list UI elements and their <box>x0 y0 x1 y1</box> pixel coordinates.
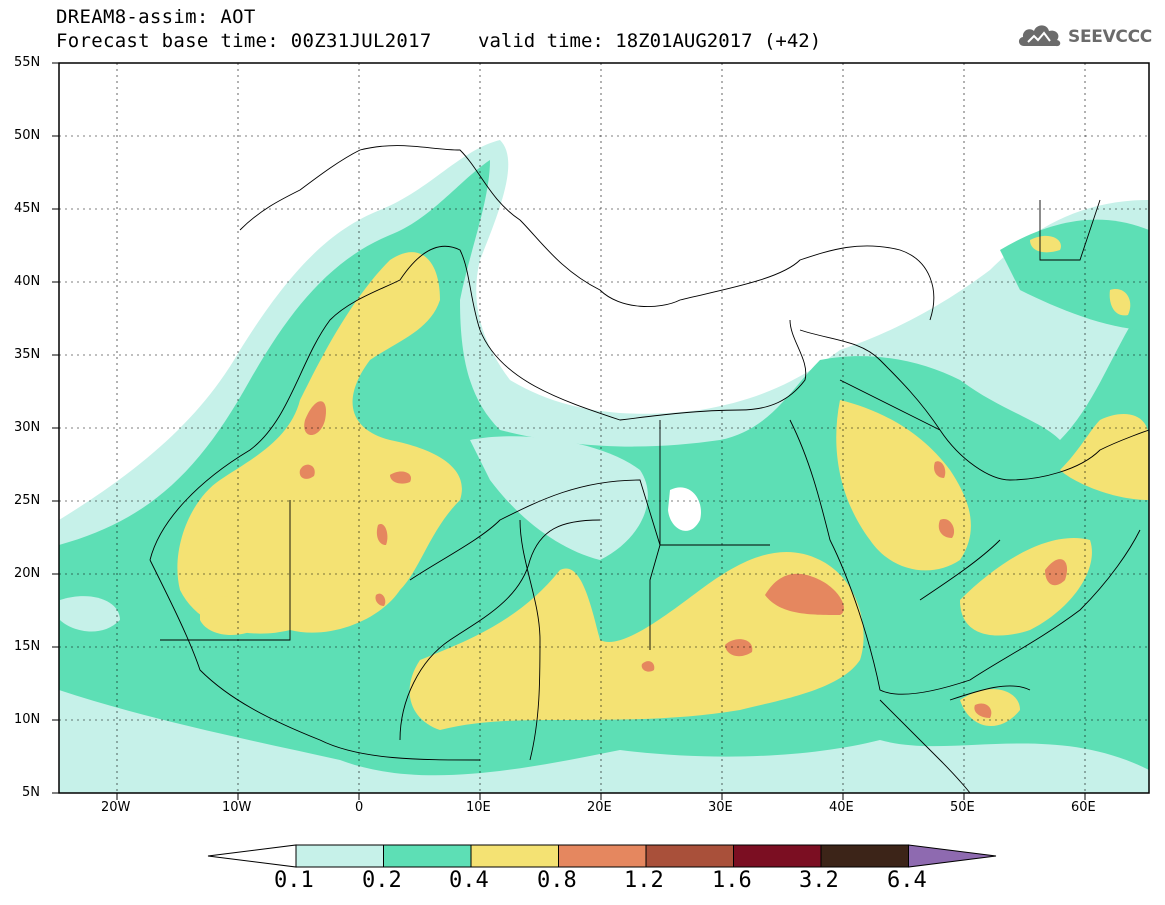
lat-label: 5N <box>22 785 40 800</box>
lon-label: 0 <box>355 800 364 815</box>
lon-label: 20E <box>587 800 612 815</box>
lon-label: 50E <box>950 800 975 815</box>
lon-label: 20W <box>101 800 131 815</box>
lat-label: 30N <box>14 420 41 435</box>
lat-label: 55N <box>14 55 41 70</box>
colorbar-label: 0.1 <box>274 868 314 893</box>
colorbar-under-arrow <box>207 844 297 868</box>
lon-label: 30E <box>708 800 733 815</box>
colorbar-label: 0.2 <box>362 868 402 893</box>
lat-label: 40N <box>14 274 41 289</box>
colorbar-label: 1.6 <box>712 868 752 893</box>
lon-label: 60E <box>1071 800 1096 815</box>
lat-label: 10N <box>14 712 41 727</box>
lat-label: 35N <box>14 347 41 362</box>
aot-contour-salmon <box>304 401 326 435</box>
forecast-base-time: Forecast base time: 00Z31JUL2017 <box>56 30 432 52</box>
lon-label: 40E <box>829 800 854 815</box>
colorbar-bin-4 <box>558 844 647 868</box>
colorbar-bin-5 <box>645 844 734 868</box>
colorbar-label: 3.2 <box>799 868 839 893</box>
cloud-icon <box>1016 20 1064 54</box>
lat-label: 50N <box>14 128 41 143</box>
colorbar-label: 6.4 <box>887 868 927 893</box>
seevccc-logo: SEEVCCC <box>1016 20 1152 54</box>
valid-time: valid time: 18Z01AUG2017 (+42) <box>478 30 822 52</box>
colorbar-bin-6 <box>733 844 822 868</box>
lon-label: 10W <box>222 800 252 815</box>
colorbar-bin-3 <box>470 844 559 868</box>
colorbar-bin-7 <box>820 844 909 868</box>
logo-text: SEEVCCC <box>1068 27 1152 47</box>
colorbar-label: 0.4 <box>449 868 489 893</box>
map-title: DREAM8-assim: AOT <box>56 6 256 28</box>
colorbar <box>207 844 997 868</box>
lat-label: 15N <box>14 639 41 654</box>
colorbar-bin-1 <box>295 844 384 868</box>
lat-label: 25N <box>14 493 41 508</box>
lat-label: 20N <box>14 566 41 581</box>
lon-label: 10E <box>466 800 491 815</box>
colorbar-label: 1.2 <box>624 868 664 893</box>
colorbar-label: 0.8 <box>537 868 577 893</box>
colorbar-over-arrow <box>908 844 997 868</box>
colorbar-bin-2 <box>383 844 472 868</box>
aot-contour-yellow <box>177 252 462 634</box>
lat-label: 45N <box>14 201 41 216</box>
